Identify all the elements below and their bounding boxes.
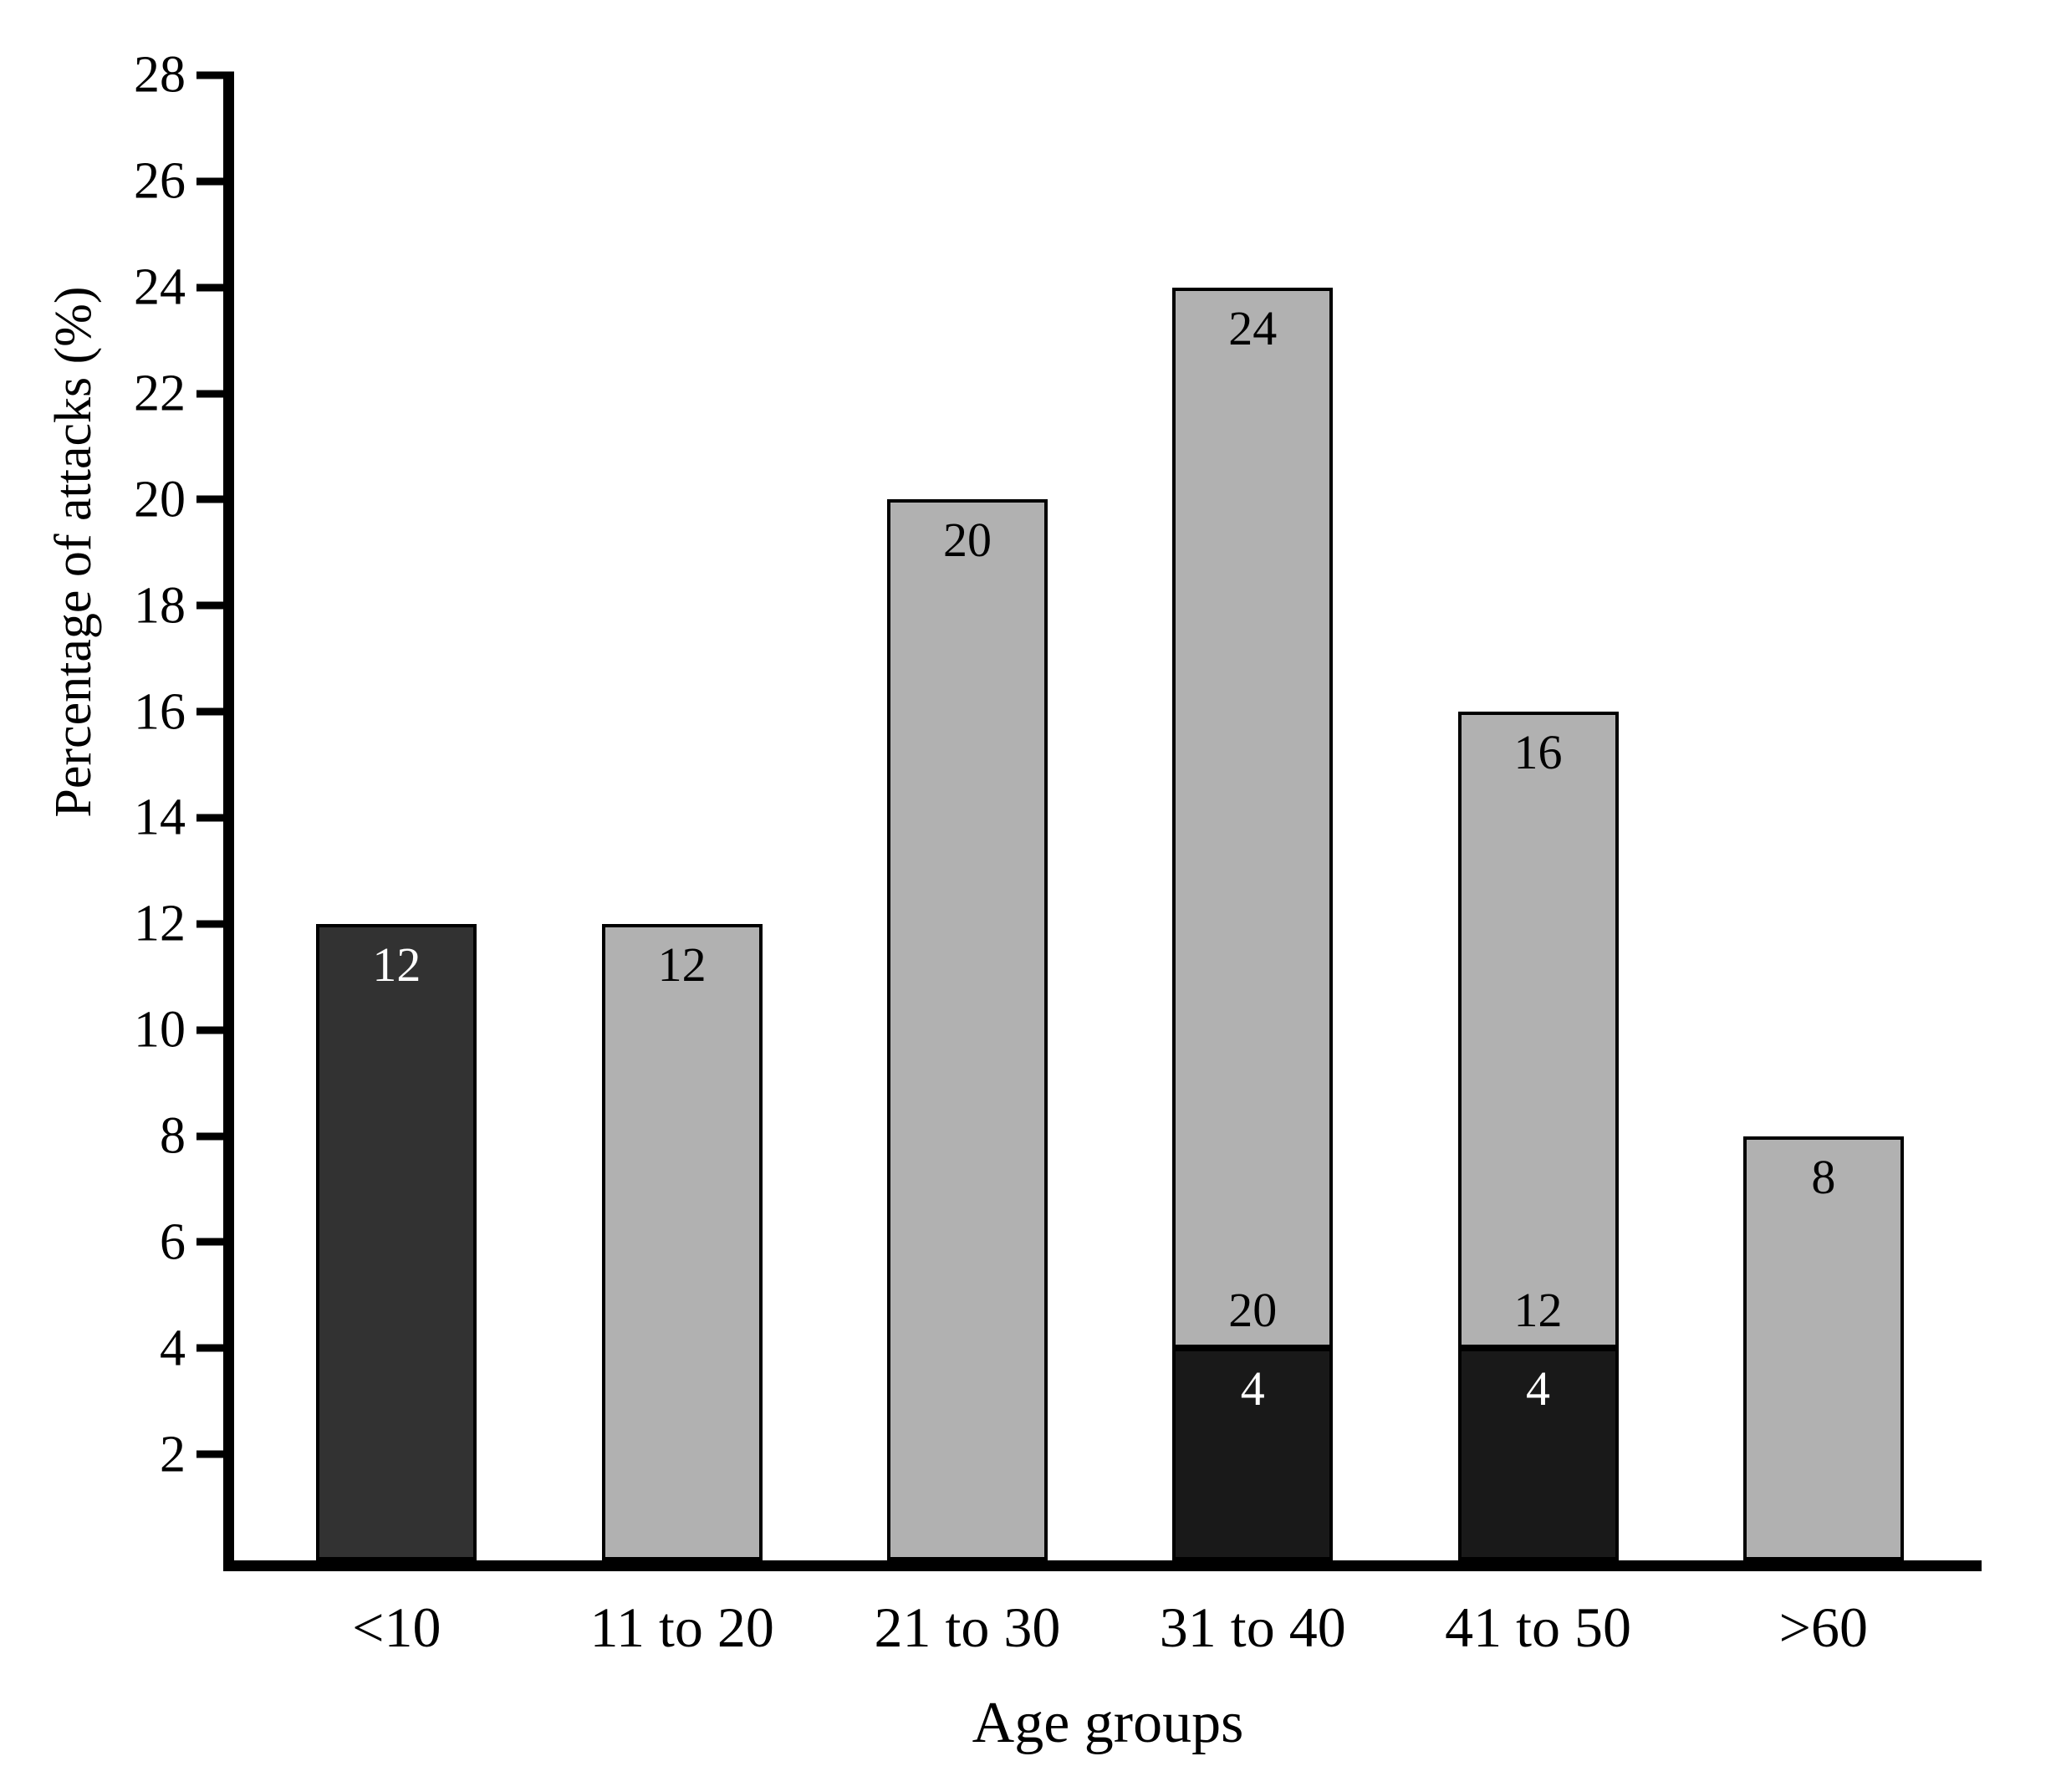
y-axis-tick-label: 22 bbox=[134, 365, 186, 422]
y-axis-tick-label: 8 bbox=[160, 1107, 186, 1165]
bar-value-label: 4 bbox=[1240, 1361, 1265, 1417]
y-axis-tick bbox=[196, 707, 234, 716]
bar-value-label: 20 bbox=[942, 513, 992, 568]
y-axis-tick bbox=[196, 1344, 234, 1352]
bar-value-label: 24 bbox=[1228, 300, 1278, 355]
y-axis-tick-label: 2 bbox=[160, 1425, 186, 1483]
y-axis-tick-label: 24 bbox=[134, 258, 186, 316]
plot-area: Age groups 2 4 6 8 10 12 14 16 18 20 22 24 26 28 12 <10… bbox=[134, 49, 1982, 1753]
y-axis-tick bbox=[196, 601, 234, 610]
bar-segment-value-label: 12 bbox=[1513, 1283, 1563, 1338]
y-axis-tick-label: 26 bbox=[134, 152, 186, 210]
category-label: <10 bbox=[352, 1595, 441, 1659]
y-axis-tick bbox=[196, 814, 234, 822]
y-axis-tick bbox=[196, 495, 234, 503]
category-label: >60 bbox=[1778, 1595, 1869, 1659]
bar-segment: 12 bbox=[601, 923, 763, 1560]
y-axis-tick-label: 10 bbox=[134, 1001, 186, 1059]
y-axis-tick-label: 28 bbox=[134, 46, 186, 104]
bar-segment-value-label: 20 bbox=[1228, 1283, 1278, 1338]
bar-value-label: 4 bbox=[1526, 1361, 1551, 1417]
y-axis-tick-label: 18 bbox=[134, 576, 186, 634]
y-axis-title: Percentage of attacks (%) bbox=[45, 286, 102, 818]
y-axis-tick bbox=[196, 1238, 234, 1246]
bar-value-label: 8 bbox=[1811, 1149, 1836, 1204]
bar-segment: 24 20 bbox=[1172, 287, 1334, 1349]
category-label: 21 to 30 bbox=[874, 1595, 1061, 1659]
y-axis-tick bbox=[196, 1132, 234, 1141]
bar-segment: 8 bbox=[1742, 1136, 1904, 1560]
bar-segment: 4 bbox=[1172, 1348, 1334, 1560]
y-axis-tick-label: 14 bbox=[134, 789, 186, 846]
category-label: 31 to 40 bbox=[1159, 1595, 1346, 1659]
bar-segment: 16 12 bbox=[1457, 712, 1619, 1349]
bar-value-label: 12 bbox=[372, 937, 421, 992]
category-label: 41 to 50 bbox=[1445, 1595, 1631, 1659]
bar-segment: 20 bbox=[886, 499, 1048, 1560]
y-axis-tick-label: 6 bbox=[160, 1213, 186, 1271]
category-label: 11 to 20 bbox=[589, 1595, 774, 1659]
bar-value-label: 12 bbox=[657, 937, 707, 992]
y-axis-tick bbox=[196, 1026, 234, 1034]
bar-segment: 12 bbox=[316, 923, 477, 1560]
y-axis-tick bbox=[196, 390, 234, 398]
y-axis-tick bbox=[196, 283, 234, 292]
y-axis-tick bbox=[196, 177, 234, 186]
y-axis-tick-label: 20 bbox=[134, 471, 186, 528]
y-axis-tick-label: 4 bbox=[160, 1319, 186, 1376]
bar-segment: 4 bbox=[1457, 1348, 1619, 1560]
y-axis-tick bbox=[196, 920, 234, 928]
y-axis-tick-label: 12 bbox=[134, 895, 186, 952]
bar-value-label: 16 bbox=[1513, 725, 1563, 780]
y-axis-tick bbox=[196, 71, 234, 79]
y-axis-tick-label: 16 bbox=[134, 682, 186, 740]
x-axis-title: Age groups bbox=[972, 1691, 1244, 1755]
y-axis-tick bbox=[196, 1450, 234, 1458]
